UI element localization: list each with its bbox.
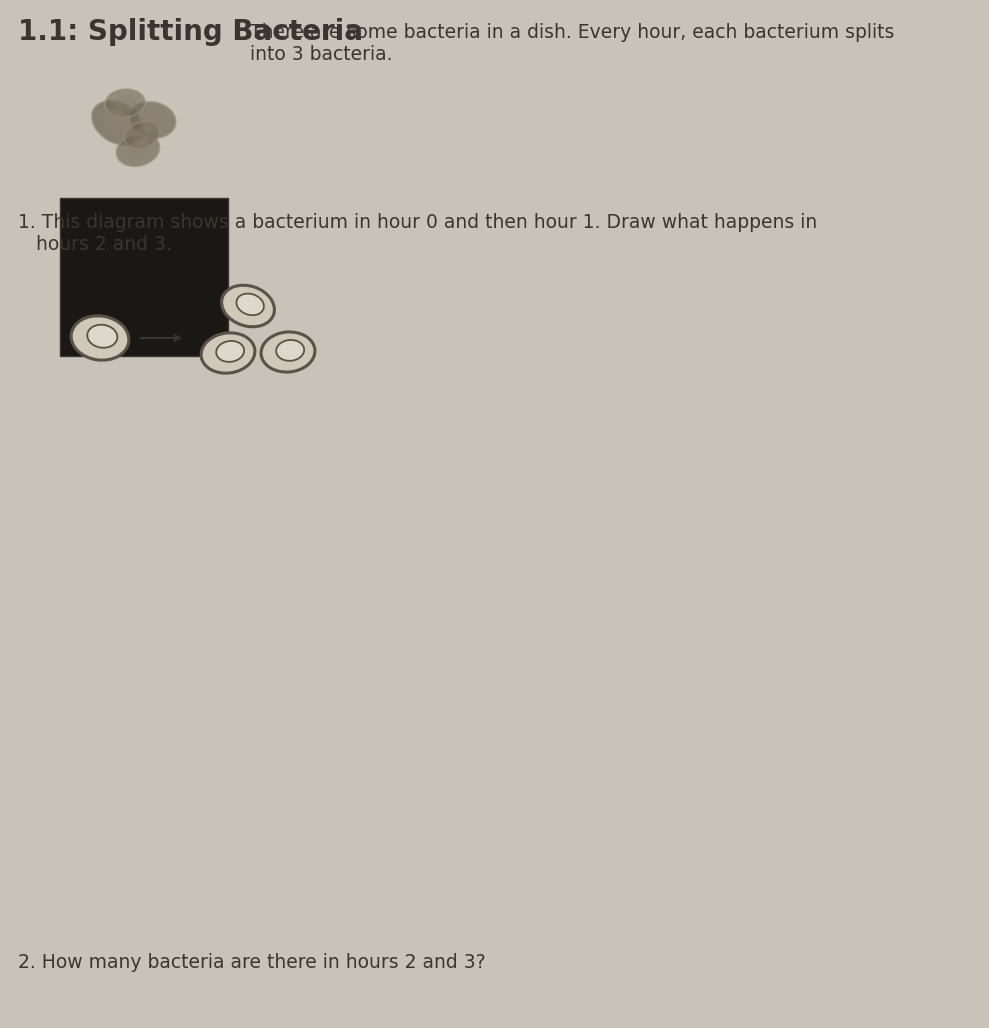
Ellipse shape [125, 140, 151, 160]
Ellipse shape [222, 285, 274, 327]
Ellipse shape [201, 333, 255, 373]
Ellipse shape [217, 341, 244, 362]
Text: 1. This diagram shows a bacterium in hour 0 and then hour 1. Draw what happens i: 1. This diagram shows a bacterium in hou… [18, 213, 817, 232]
Ellipse shape [276, 340, 305, 361]
Ellipse shape [236, 294, 264, 316]
Ellipse shape [125, 121, 159, 149]
Text: into 3 bacteria.: into 3 bacteria. [250, 45, 393, 64]
Ellipse shape [71, 316, 129, 360]
Text: There are some bacteria in a dish. Every hour, each bacterium splits: There are some bacteria in a dish. Every… [250, 23, 894, 42]
Ellipse shape [132, 126, 152, 143]
Ellipse shape [137, 109, 166, 131]
Ellipse shape [129, 102, 176, 138]
Ellipse shape [117, 134, 159, 167]
Ellipse shape [113, 95, 137, 111]
Ellipse shape [92, 101, 144, 145]
Ellipse shape [105, 89, 145, 117]
Text: 2. How many bacteria are there in hours 2 and 3?: 2. How many bacteria are there in hours … [18, 953, 486, 972]
Ellipse shape [102, 110, 134, 137]
Ellipse shape [87, 325, 118, 347]
Text: hours 2 and 3.: hours 2 and 3. [18, 235, 172, 254]
Bar [60, 198, 228, 356]
Ellipse shape [261, 332, 315, 372]
Text: 1.1: Splitting Bacteria: 1.1: Splitting Bacteria [18, 19, 363, 46]
